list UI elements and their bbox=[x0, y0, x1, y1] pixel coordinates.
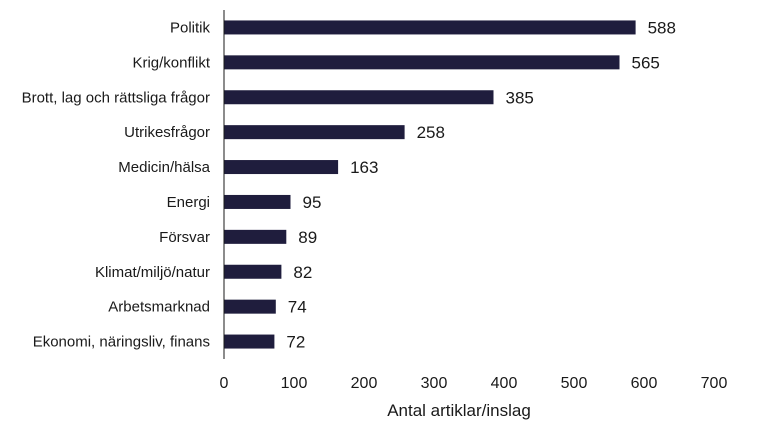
value-label: 385 bbox=[506, 88, 534, 107]
bar bbox=[224, 194, 291, 209]
value-label: 82 bbox=[293, 263, 312, 282]
value-label: 565 bbox=[632, 53, 660, 72]
category-labels: Politik Krig/konflikt Brott, lag och rätts… bbox=[22, 19, 211, 350]
value-label: 74 bbox=[288, 298, 307, 317]
value-labels: 588 565 385 258 163 95 89 82 74 72 bbox=[286, 18, 676, 351]
bar bbox=[224, 55, 620, 70]
bar bbox=[224, 264, 282, 279]
x-tick-label: 200 bbox=[351, 375, 378, 392]
bar bbox=[224, 229, 287, 244]
bar bbox=[224, 90, 494, 105]
bar bbox=[224, 125, 405, 140]
category-label: Energi bbox=[167, 194, 210, 211]
x-axis-ticks: 0 100 200 300 400 500 600 700 bbox=[220, 375, 728, 392]
category-label: Försvar bbox=[159, 229, 210, 246]
value-label: 72 bbox=[286, 333, 305, 352]
value-label: 89 bbox=[298, 228, 317, 247]
value-label: 163 bbox=[350, 158, 378, 177]
category-label: Politik bbox=[170, 19, 211, 36]
x-tick-label: 0 bbox=[220, 375, 229, 392]
bar bbox=[224, 20, 636, 35]
x-tick-label: 500 bbox=[561, 375, 588, 392]
category-label: Utrikesfrågor bbox=[124, 124, 210, 141]
category-label: Medicin/hälsa bbox=[118, 159, 210, 176]
bar bbox=[224, 334, 275, 349]
category-label: Arbetsmarknad bbox=[108, 299, 210, 316]
category-label: Brott, lag och rättsliga frågor bbox=[22, 89, 210, 106]
bar bbox=[224, 299, 276, 314]
category-label: Ekonomi, näringsliv, finans bbox=[33, 334, 210, 351]
value-label: 95 bbox=[303, 193, 322, 212]
x-tick-label: 100 bbox=[281, 375, 308, 392]
bar bbox=[224, 160, 339, 175]
category-label: Klimat/miljö/natur bbox=[95, 264, 210, 281]
x-tick-label: 600 bbox=[631, 375, 658, 392]
value-label: 258 bbox=[417, 123, 445, 142]
bars-group bbox=[224, 20, 636, 349]
category-label: Krig/konflikt bbox=[132, 54, 210, 71]
value-label: 588 bbox=[648, 18, 676, 37]
x-tick-label: 400 bbox=[491, 375, 518, 392]
x-tick-label: 700 bbox=[701, 375, 728, 392]
x-tick-label: 300 bbox=[421, 375, 448, 392]
x-axis-title: Antal artiklar/inslag bbox=[387, 401, 531, 420]
